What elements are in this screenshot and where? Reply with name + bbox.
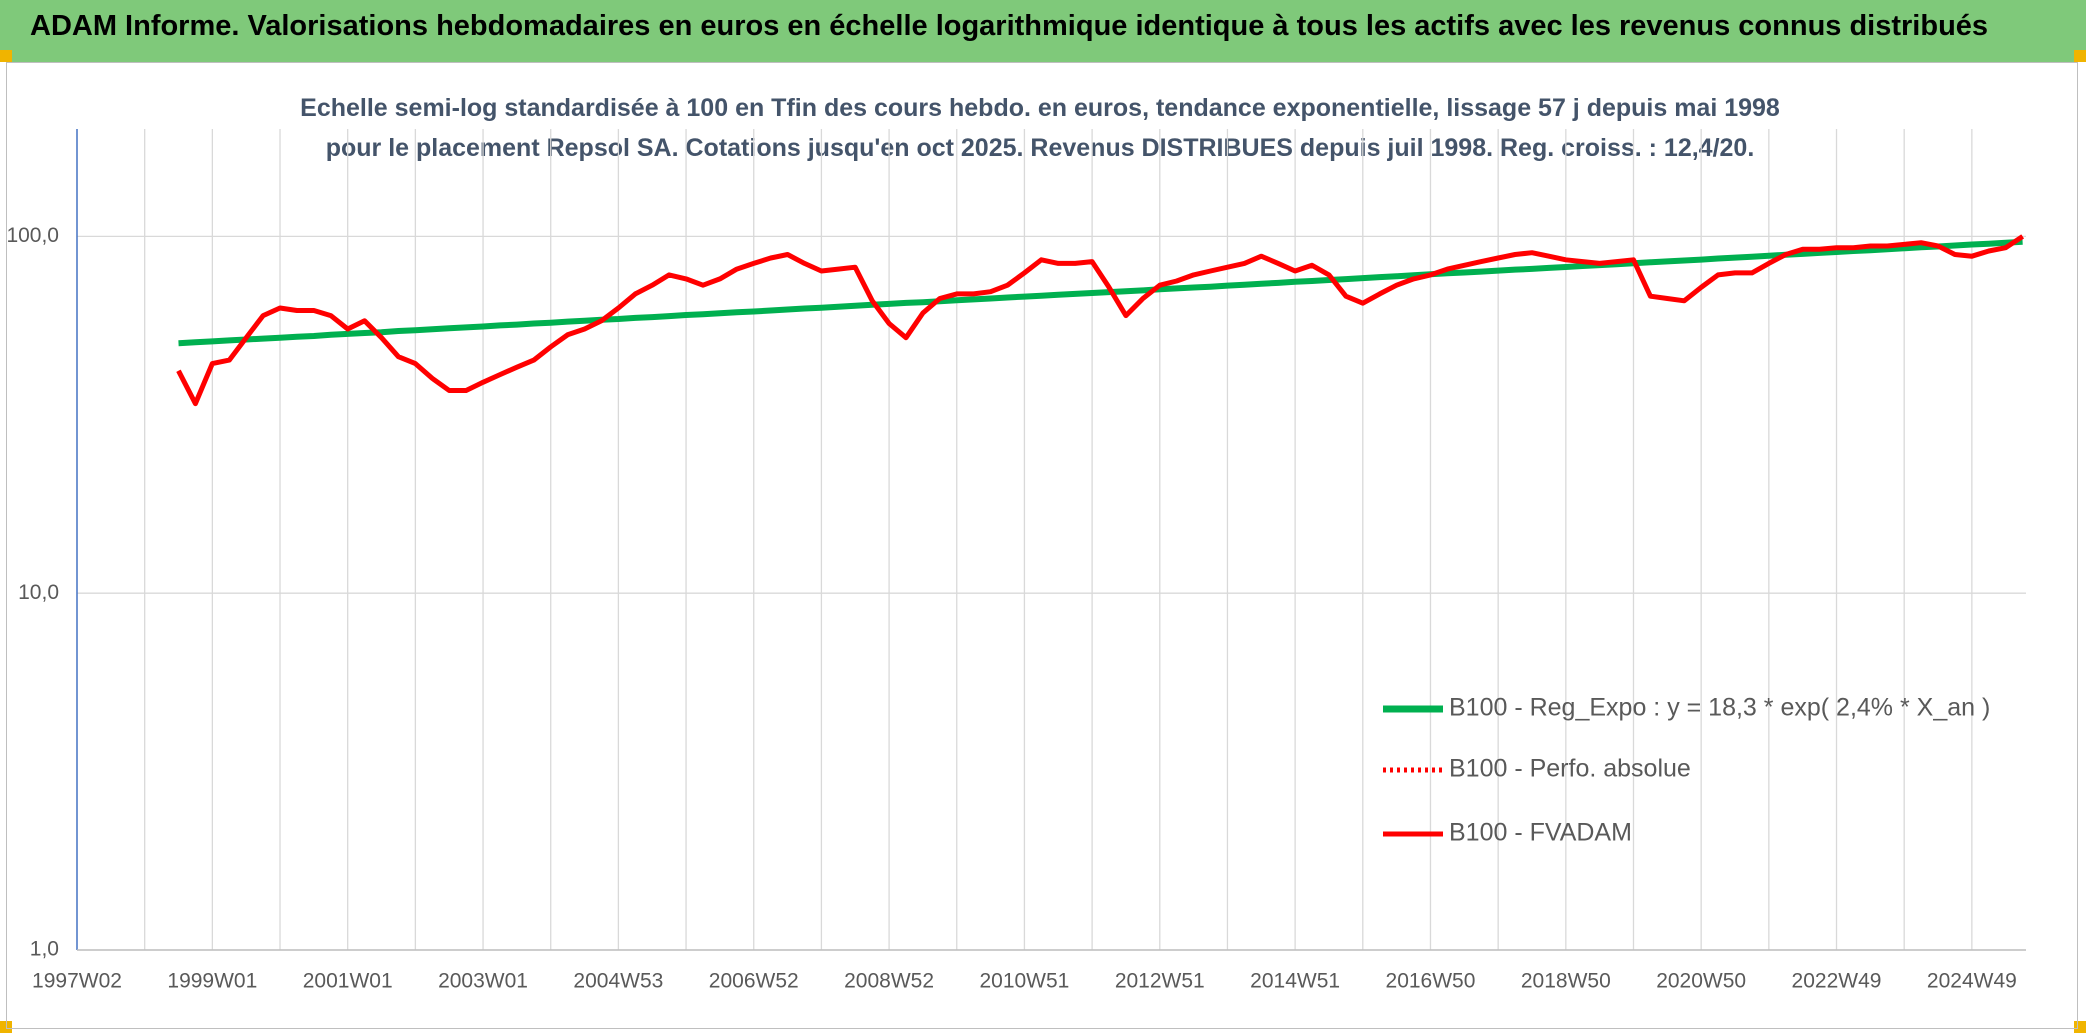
legend-label: B100 - FVADAM — [1449, 819, 1632, 847]
x-tick-label: 1997W02 — [32, 970, 122, 993]
series-line — [178, 238, 2023, 347]
x-tick-label: 2018W50 — [1521, 970, 1611, 993]
header-band: ADAM Informe. Valorisations hebdomadaire… — [0, 0, 2086, 62]
x-tick-label: 2024W49 — [1927, 970, 2017, 993]
series-line — [176, 234, 2024, 406]
legend-label: B100 - Reg_Expo : y = 18,3 * exp( 2,4% *… — [1449, 694, 1990, 722]
x-tick-label: 2020W50 — [1656, 970, 1746, 993]
chart-frame — [6, 62, 2078, 1029]
corner-marker — [2074, 50, 2086, 62]
x-tick-label: 2001W01 — [303, 970, 393, 993]
x-tick-label: 1999W01 — [167, 970, 257, 993]
legend-label: B100 - Perfo. absolue — [1449, 755, 1691, 783]
x-tick-label: 2004W53 — [573, 970, 663, 993]
x-tick-label: 2016W50 — [1386, 970, 1476, 993]
x-tick-label: 2014W51 — [1250, 970, 1340, 993]
y-tick-label: 1,0 — [30, 938, 59, 961]
y-tick-label: 10,0 — [18, 581, 59, 604]
x-tick-label: 2022W49 — [1792, 970, 1882, 993]
chart-subtitle: Echelle semi-log standardisée à 100 en T… — [300, 94, 1780, 162]
x-tick-label: 2012W51 — [1115, 970, 1205, 993]
x-tick-label: 2006W52 — [709, 970, 799, 993]
x-tick-label: 2008W52 — [844, 970, 934, 993]
corner-marker — [0, 50, 12, 62]
y-tick-label: 100,0 — [6, 224, 59, 247]
x-tick-label: 2003W01 — [438, 970, 528, 993]
x-tick-label: 2010W51 — [979, 970, 1069, 993]
series-line — [176, 234, 2024, 407]
chart-title: ADAM Informe. Valorisations hebdomadaire… — [30, 10, 1989, 42]
